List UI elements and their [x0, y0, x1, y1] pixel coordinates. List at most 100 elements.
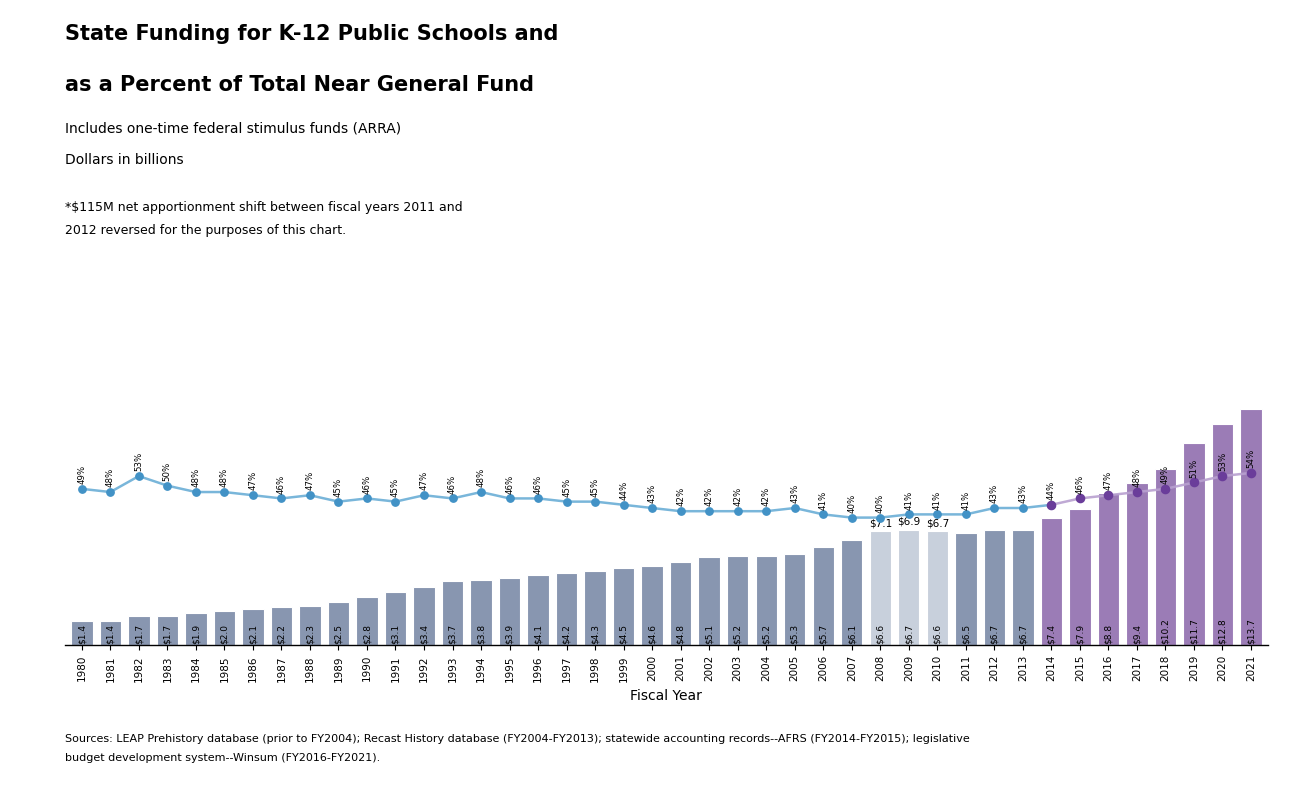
Point	[642, 502, 663, 515]
Text: $5.7: $5.7	[819, 624, 828, 644]
Point	[185, 486, 206, 498]
Text: 42%: 42%	[734, 487, 743, 506]
Point	[927, 508, 947, 521]
Text: $2.2: $2.2	[277, 624, 286, 644]
Point	[1070, 492, 1091, 504]
Point	[898, 508, 919, 521]
Text: 48%: 48%	[192, 468, 201, 487]
Point	[756, 505, 776, 518]
Text: $1.7: $1.7	[135, 624, 144, 644]
Point	[699, 505, 719, 518]
Text: $1.4: $1.4	[106, 624, 115, 644]
Bar	[1012, 530, 1034, 645]
Bar	[214, 611, 236, 645]
Point	[1042, 498, 1062, 511]
Bar	[299, 606, 321, 645]
Text: $4.5: $4.5	[619, 624, 628, 644]
Point	[1127, 486, 1148, 498]
Bar	[898, 530, 920, 645]
Point	[585, 495, 606, 508]
Point	[128, 470, 149, 482]
Point	[157, 479, 177, 492]
Text: $4.1: $4.1	[533, 624, 542, 644]
Bar	[413, 586, 435, 645]
Text: 41%: 41%	[961, 490, 970, 509]
Text: 51%: 51%	[1189, 458, 1198, 478]
Text: 43%: 43%	[648, 484, 656, 503]
Text: *$115M net apportionment shift between fiscal years 2011 and: *$115M net apportionment shift between f…	[65, 201, 462, 214]
Text: $6.6: $6.6	[933, 624, 942, 644]
Bar	[585, 571, 606, 645]
Text: 47%: 47%	[248, 471, 258, 490]
Bar	[841, 540, 863, 645]
Bar	[955, 533, 977, 645]
Text: 46%: 46%	[448, 475, 457, 493]
Text: $5.2: $5.2	[734, 624, 743, 644]
Point	[1042, 498, 1062, 511]
Point	[556, 495, 577, 508]
Text: 46%: 46%	[1075, 475, 1084, 493]
Bar	[927, 531, 949, 645]
Text: 46%: 46%	[505, 475, 514, 493]
Text: 40%: 40%	[848, 493, 857, 513]
Bar	[528, 575, 549, 645]
Point	[414, 489, 435, 501]
Text: 40%: 40%	[876, 493, 885, 513]
Text: 45%: 45%	[590, 478, 599, 497]
Bar	[384, 592, 406, 645]
Text: $6.5: $6.5	[961, 624, 970, 644]
Text: 47%: 47%	[419, 471, 428, 490]
Bar	[727, 556, 748, 645]
Text: $3.1: $3.1	[391, 624, 400, 644]
Text: $4.3: $4.3	[590, 624, 599, 644]
Text: $8.8: $8.8	[1104, 624, 1113, 644]
Point	[784, 502, 805, 515]
Bar	[100, 621, 122, 645]
Text: $4.8: $4.8	[677, 624, 685, 644]
Point	[100, 486, 120, 498]
Text: $2.5: $2.5	[334, 624, 343, 644]
Text: 50%: 50%	[163, 461, 172, 481]
Point	[214, 486, 234, 498]
Text: $1.9: $1.9	[192, 624, 201, 644]
Text: Dollars in billions: Dollars in billions	[65, 153, 184, 168]
Text: 43%: 43%	[1018, 484, 1027, 503]
Text: 43%: 43%	[990, 484, 999, 503]
Point	[983, 502, 1004, 515]
Point	[357, 492, 378, 504]
Bar	[327, 602, 349, 645]
Text: 41%: 41%	[933, 490, 942, 509]
Bar	[356, 597, 378, 645]
Bar	[128, 616, 150, 645]
Bar	[1040, 518, 1062, 645]
Point	[1156, 482, 1176, 495]
Point	[870, 512, 890, 524]
Bar	[813, 547, 833, 645]
Text: 46%: 46%	[277, 475, 286, 493]
Text: $5.2: $5.2	[762, 624, 771, 644]
Bar	[1097, 493, 1119, 645]
Text: 49%: 49%	[1161, 465, 1170, 484]
Bar	[1069, 509, 1091, 645]
Text: 48%: 48%	[1132, 468, 1141, 487]
Text: $7.4: $7.4	[1047, 624, 1056, 644]
Bar	[756, 556, 776, 645]
Text: $3.9: $3.9	[505, 624, 514, 644]
Bar	[1154, 469, 1176, 645]
Point	[955, 508, 976, 521]
Point	[528, 492, 549, 504]
Point	[386, 495, 406, 508]
Text: $3.8: $3.8	[476, 624, 485, 644]
Text: 48%: 48%	[220, 468, 229, 487]
Text: $3.4: $3.4	[419, 624, 428, 644]
Text: $5.3: $5.3	[791, 624, 800, 644]
Bar	[71, 621, 92, 645]
Text: 48%: 48%	[476, 468, 485, 487]
Text: 54%: 54%	[1246, 449, 1255, 468]
Bar	[670, 563, 691, 645]
Bar	[470, 580, 492, 645]
Bar	[185, 612, 207, 645]
Point	[1184, 476, 1205, 489]
Text: $10.2: $10.2	[1161, 619, 1170, 644]
Text: 48%: 48%	[106, 468, 115, 487]
